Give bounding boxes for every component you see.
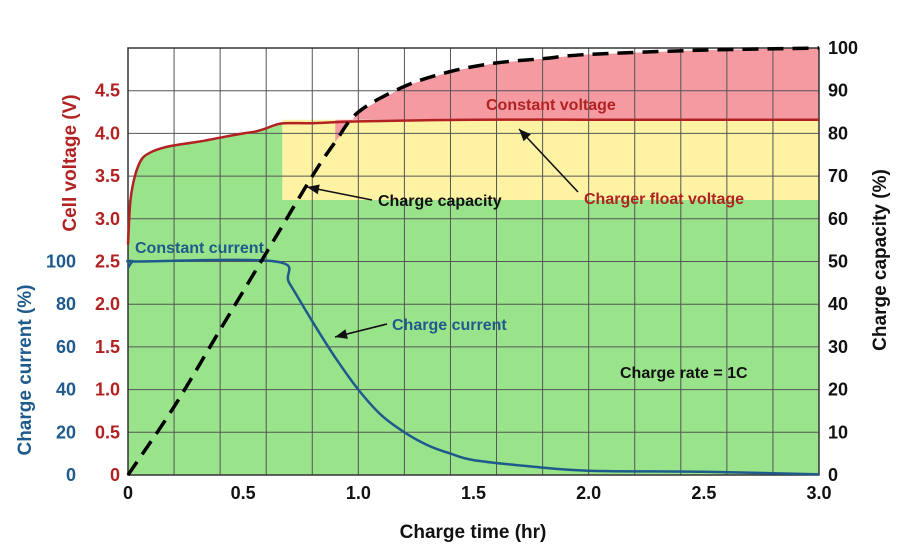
current-tick-label: 40 [56,380,76,400]
voltage-tick-label: 3.5 [95,166,120,186]
voltage-tick-label: 1.0 [95,380,120,400]
capacity-tick-label: 20 [828,380,848,400]
capacity-axis-title: Charge capacity (%) [870,169,891,351]
voltage-tick-label: 0.5 [95,422,120,442]
current-axis-title: Charge current (%) [15,284,36,455]
voltage-tick-label: 2.5 [95,252,120,272]
x-tick-label: 2.0 [576,483,601,503]
capacity-tick-label: 100 [828,38,858,58]
arrow-float-voltage [518,128,579,193]
arrow-shaft [518,128,579,193]
capacity-tick-label: 10 [828,422,848,442]
capacity-tick-label: 80 [828,123,848,143]
voltage-tick-label: 3.0 [95,209,120,229]
voltage-tick-label: 4.0 [95,123,120,143]
x-axis-title: Charge time (hr) [400,522,547,543]
voltage-tick-label: 1.5 [95,337,120,357]
annotation-constant-voltage: Constant voltage [486,97,616,114]
x-tick-label: 1.5 [461,483,486,503]
voltage-tick-label: 4.5 [95,81,120,101]
voltage-tick-label: 2.0 [95,294,120,314]
current-tick-label: 60 [56,337,76,357]
series-lines [126,46,820,476]
x-tick-label: 2.5 [691,483,716,503]
capacity-tick-label: 90 [828,81,848,101]
voltage-axis-title: Cell voltage (V) [60,94,81,231]
x-tick-label: 0.5 [231,483,256,503]
x-tick-label: 3.0 [806,483,831,503]
arrow-head [519,129,531,142]
current-tick-label: 20 [56,422,76,442]
annotation-charge-current: Charge current [392,317,507,334]
cell-voltage-line [126,118,819,245]
charge-current-line [126,258,820,476]
current-tick-label: 100 [46,252,76,272]
arrow-charge-current [334,323,388,339]
tick-labels: 0 0.5 1.0 1.5 2.0 2.5 3.0 3.0 3.5 4.0 4.5 2.5 2.0 1.5… [46,38,858,503]
capacity-tick-label: 70 [828,166,848,186]
capacity-tick-label: 50 [828,252,848,272]
annotation-charger-float-voltage: Charger float voltage [584,191,744,208]
x-tick-label: 1.0 [346,483,371,503]
annotation-arrows [306,128,579,339]
current-tick-label: 0 [66,465,76,485]
arrow-head [307,184,320,195]
capacity-tick-label: 0 [828,465,838,485]
constant-current-region [128,200,819,475]
capacity-tick-label: 40 [828,294,848,314]
annotation-charge-capacity: Charge capacity [378,193,502,210]
constant-current-fill [128,123,283,245]
charge-capacity-line [126,46,820,476]
current-tick-label: 80 [56,294,76,314]
arrow-head [335,329,348,339]
annotation-charge-rate: Charge rate = 1C [620,365,748,382]
annotation-constant-current: Constant current [135,240,265,257]
capacity-tick-label: 30 [828,337,848,357]
capacity-tick-label: 60 [828,209,848,229]
arrow-charge-capacity [306,184,373,201]
voltage-tick-label: 0 [110,465,120,485]
x-tick-label: 0 [123,483,133,503]
float-voltage-region [282,119,819,201]
